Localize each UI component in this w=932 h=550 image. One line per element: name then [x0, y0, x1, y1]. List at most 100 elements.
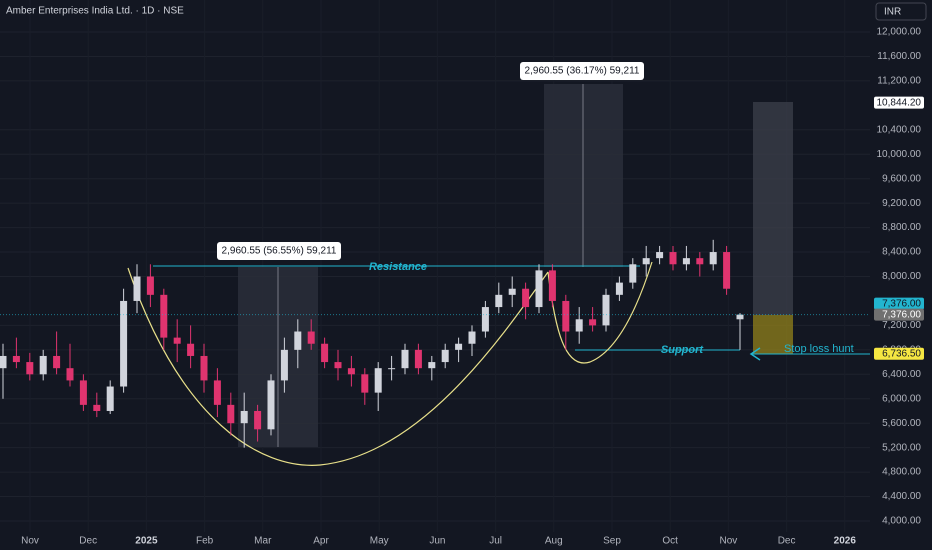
candle-body	[575, 319, 583, 332]
candle-body	[441, 349, 449, 363]
price-tag-label: 10,844.20	[877, 97, 922, 108]
price-tag	[874, 308, 924, 321]
candle-body	[401, 349, 409, 369]
stop-zone	[753, 315, 793, 354]
candle-body	[602, 294, 610, 326]
y-tick-label: 9,200.00	[882, 198, 921, 209]
x-tick-label: Aug	[545, 536, 563, 547]
y-tick-label: 7,200.00	[882, 320, 921, 331]
y-tick-label: 4,800.00	[882, 467, 921, 478]
measure-box	[217, 242, 341, 260]
price-tag	[874, 347, 924, 360]
x-tick-label: Apr	[313, 536, 329, 547]
y-tick-label: 5,600.00	[882, 418, 921, 429]
x-tick-label: 2025	[135, 536, 158, 547]
candle-body	[388, 368, 396, 370]
candle-body	[696, 258, 704, 265]
candle-body	[468, 331, 476, 344]
y-tick-label: 6,400.00	[882, 369, 921, 380]
resistance-label: Resistance	[369, 261, 427, 273]
candle-body	[93, 404, 101, 411]
currency-box[interactable]	[875, 2, 927, 21]
candle-body	[321, 343, 329, 363]
y-tick-label: 12,000.00	[877, 27, 922, 38]
candle-body	[669, 252, 677, 265]
candle-body	[39, 355, 47, 375]
candle-body	[736, 314, 744, 320]
y-tick-label: 10,000.00	[877, 149, 922, 160]
x-tick-label: May	[370, 536, 389, 547]
candle-body	[133, 276, 141, 301]
y-tick-label: 11,200.00	[877, 76, 921, 87]
y-tick-label: 9,600.00	[882, 173, 921, 184]
y-tick-label: 5,200.00	[882, 442, 921, 453]
x-tick-label: Dec	[79, 536, 97, 547]
price-axis: 4,000.00 4,400.00 4,800.00 5,200.00 5,600.00…	[0, 27, 924, 547]
candle-body	[187, 343, 195, 356]
candle-body	[414, 349, 422, 369]
candle-body	[307, 331, 315, 344]
price-tag-label: 6,736.50	[882, 348, 921, 359]
candle-body	[254, 410, 262, 430]
x-tick-label: 2026	[834, 536, 857, 547]
candle-body	[53, 355, 61, 369]
candle-body	[240, 410, 248, 424]
measure-box	[520, 62, 644, 80]
y-tick-label: 8,400.00	[882, 247, 921, 258]
candle-body	[615, 282, 623, 295]
x-tick-label: Nov	[21, 536, 39, 547]
candle-body	[548, 270, 556, 301]
candle-body	[146, 276, 154, 295]
cup-curve	[127, 267, 549, 466]
candle-body	[227, 404, 235, 424]
x-tick-label: Feb	[196, 536, 214, 547]
candle-body	[0, 355, 7, 369]
y-tick-label: 8,000.00	[882, 271, 921, 282]
candles	[0, 239, 744, 448]
candle-body	[642, 258, 650, 265]
candle-body	[535, 270, 543, 308]
candle-body	[79, 380, 87, 405]
candle-body	[629, 264, 637, 283]
handle-curve	[547, 261, 653, 364]
candle-body	[160, 294, 168, 338]
x-tick-label: Jul	[489, 536, 502, 547]
target-zone	[753, 102, 793, 315]
candle-body	[374, 368, 382, 393]
x-tick-label: Jun	[429, 536, 445, 547]
candle-body	[589, 319, 597, 326]
y-tick-label: 4,000.00	[882, 516, 921, 527]
x-tick-label: Mar	[254, 536, 272, 547]
x-tick-label: Nov	[720, 536, 738, 547]
candle-body	[522, 288, 530, 308]
candle-body	[428, 362, 436, 369]
currency[interactable]: INR	[884, 7, 901, 18]
candle-body	[106, 386, 114, 411]
y-tick-label: 10,400.00	[877, 124, 922, 135]
measure-label: 2,960.55 (36.17%) 59,211	[525, 66, 640, 77]
y-tick-label: 11,600.00	[877, 51, 921, 62]
candle-body	[120, 300, 128, 387]
candle-body	[481, 307, 489, 332]
candle-body	[361, 374, 369, 393]
x-tick-label: Dec	[778, 536, 796, 547]
candle-body	[267, 380, 275, 430]
x-tick-label: Sep	[603, 536, 621, 547]
support-label: Support	[661, 344, 704, 356]
candle-body	[294, 331, 302, 350]
candle-body	[709, 252, 717, 265]
candle-body	[455, 343, 463, 350]
candle-body	[334, 362, 342, 369]
y-tick-label: 4,400.00	[882, 491, 921, 502]
candle-body	[12, 355, 20, 363]
candle-body	[26, 362, 34, 375]
y-tick-label: 6,000.00	[882, 393, 921, 404]
candle-body	[508, 288, 516, 295]
price-tag-label: 7,376.00	[882, 298, 921, 309]
candle-body	[723, 252, 731, 289]
stop-loss-label: Stop loss hunt	[784, 343, 854, 355]
candle-body	[200, 355, 208, 381]
candle-body	[66, 368, 74, 381]
